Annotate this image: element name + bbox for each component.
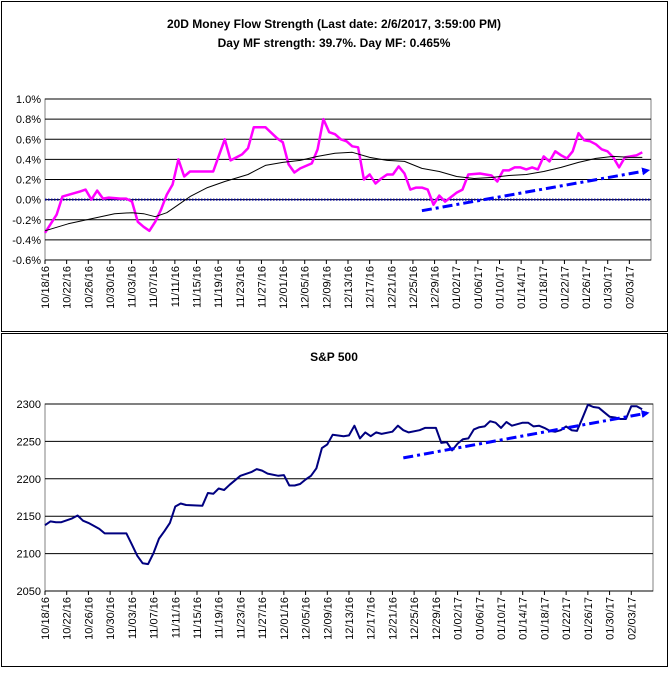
y-tick-label: -0.4%	[12, 235, 41, 247]
x-tick-label: 02/03/17	[626, 597, 638, 640]
x-tick-label: 12/01/16	[278, 266, 290, 309]
x-tick-label: 10/30/16	[105, 597, 117, 640]
y-tick-label: 2150	[17, 511, 41, 523]
top-chart-frame	[1, 1, 668, 332]
x-tick-label: 11/07/16	[149, 597, 161, 639]
x-tick-label: 01/02/17	[453, 597, 465, 640]
x-tick-label: 11/15/16	[192, 597, 204, 639]
x-tick-label: 01/06/17	[473, 266, 485, 309]
x-tick-label: 12/09/16	[322, 597, 334, 640]
x-tick-label: 11/11/16	[170, 597, 182, 638]
x-tick-label: 01/30/17	[605, 597, 617, 640]
x-tick-label: 12/17/16	[366, 597, 378, 640]
x-tick-label: 01/22/17	[561, 597, 573, 640]
x-tick-label: 12/29/16	[430, 266, 442, 309]
x-tick-label: 12/25/16	[409, 597, 421, 640]
x-tick-label: 12/13/16	[344, 597, 356, 640]
top-plot-area: -0.6% -0.4% -0.2% 0.0% 0.2% 0.4% 0.6% 0.8% 1.0% 1…	[12, 94, 652, 309]
y-tick-label: 0.0%	[16, 195, 41, 207]
top-chart-title: 20D Money Flow Strength (Last date: 2/6/…	[167, 17, 501, 31]
y-tick-label: -0.2%	[12, 215, 41, 227]
x-tick-label: 12/05/16	[301, 597, 313, 640]
x-tick-label: 01/06/17	[474, 597, 486, 640]
x-tick-label: 12/05/16	[300, 266, 312, 309]
x-tick-label: 01/14/17	[516, 266, 528, 309]
x-tick-label: 12/21/16	[387, 597, 399, 640]
x-tick-label: 11/19/16	[213, 266, 225, 308]
x-tick-label: 11/15/16	[192, 266, 204, 308]
x-tick-label: 01/10/17	[495, 266, 507, 309]
x-tick-label: 10/18/16	[40, 266, 52, 309]
x-tick-label: 01/18/17	[538, 266, 550, 309]
x-tick-label: 12/21/16	[386, 266, 398, 309]
y-tick-label: 2200	[17, 474, 41, 486]
top-chart-subtitle: Day MF strength: 39.7%. Day MF: 0.465%	[218, 36, 451, 50]
bottom-chart-frame	[1, 333, 668, 667]
y-tick-label: 0.2%	[16, 175, 41, 187]
y-tick-label: -0.6%	[12, 255, 41, 267]
x-tick-label: 02/03/17	[624, 266, 636, 309]
x-tick-label: 01/22/17	[559, 266, 571, 309]
x-tick-label: 11/27/16	[257, 597, 269, 639]
x-tick-label: 12/17/16	[365, 266, 377, 309]
x-tick-label: 10/30/16	[105, 266, 117, 309]
x-tick-label: 12/01/16	[279, 597, 291, 640]
y-tick-label: 1.0%	[16, 94, 41, 106]
x-tick-label: 01/02/17	[451, 266, 463, 309]
y-tick-label: 2300	[17, 399, 41, 411]
x-tick-label: 01/26/17	[583, 597, 595, 640]
x-tick-label: 12/13/16	[343, 266, 355, 309]
x-tick-label: 12/29/16	[431, 597, 443, 640]
x-tick-label: 01/10/17	[496, 597, 508, 640]
x-tick-label: 10/22/16	[62, 266, 74, 309]
y-tick-label: 0.8%	[16, 114, 41, 126]
x-tick-label: 12/25/16	[408, 266, 420, 309]
y-tick-label: 0.4%	[16, 154, 41, 166]
series-line-average	[44, 151, 643, 232]
x-tick-label: 01/30/17	[603, 266, 615, 309]
y-tick-label: 2250	[17, 436, 41, 448]
y-tick-label: 2050	[17, 586, 41, 598]
x-tick-label: 11/11/16	[170, 266, 182, 307]
x-tick-label: 10/26/16	[83, 266, 95, 309]
x-tick-label: 11/27/16	[256, 266, 268, 308]
x-tick-label: 10/22/16	[62, 597, 74, 640]
x-tick-label: 11/19/16	[214, 597, 226, 639]
x-tick-label: 01/14/17	[518, 597, 530, 640]
bottom-chart-title: S&P 500	[310, 350, 358, 364]
x-tick-label: 11/03/16	[127, 597, 139, 639]
x-tick-label: 01/26/17	[581, 266, 593, 309]
y-tick-label: 0.6%	[16, 134, 41, 146]
series-line-strength	[43, 117, 643, 234]
x-tick-label: 11/07/16	[148, 266, 160, 308]
x-tick-label: 12/09/16	[321, 266, 333, 309]
x-tick-label: 10/18/16	[40, 597, 52, 640]
x-tick-label: 11/23/16	[235, 266, 247, 308]
y-tick-label: 2100	[17, 549, 41, 561]
bottom-plot-area: 2050 2100 2150 2200 2250 2300 10/18/16 10/22/16…	[17, 399, 654, 640]
x-tick-label: 01/18/17	[539, 597, 551, 640]
x-tick-label: 11/03/16	[127, 266, 139, 308]
x-tick-label: 11/23/16	[235, 597, 247, 639]
series-line-trend	[421, 167, 651, 213]
x-tick-label: 10/26/16	[83, 597, 95, 640]
